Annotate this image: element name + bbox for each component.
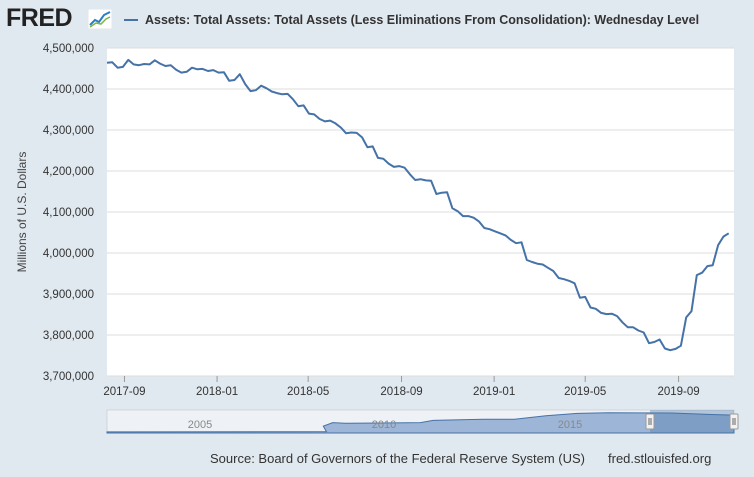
y-tick-label: 4,500,000 [43, 43, 94, 55]
y-axis-label: Millions of U.S. Dollars [15, 152, 29, 273]
x-tick-label: 2018-05 [287, 386, 329, 398]
navigator-label: 2010 [372, 419, 396, 431]
navigator-selection[interactable] [650, 410, 734, 433]
x-tick-label: 2019-01 [473, 386, 515, 398]
range-navigator[interactable]: 2005 2010 2015 [106, 409, 739, 434]
y-tick-label: 4,200,000 [43, 166, 94, 178]
legend-series-label: Assets: Total Assets: Total Assets (Less… [145, 13, 700, 27]
source-url[interactable]: fred.stlouisfed.org [608, 451, 712, 466]
navigator-label: 2005 [188, 419, 212, 431]
series-line[interactable] [106, 58, 730, 352]
chart-legend[interactable]: Assets: Total Assets: Total Assets (Less… [124, 13, 699, 27]
chart-header: FRED Assets: Total Assets: Total Assets … [0, 0, 754, 40]
line-graph-icon [88, 9, 112, 29]
fred-logo[interactable]: FRED [6, 4, 73, 32]
y-tick-label: 3,900,000 [43, 289, 94, 301]
source-note: Source: Board of Governors of the Federa… [210, 451, 585, 466]
navigator-label: 2015 [558, 419, 582, 431]
y-tick-label: 4,400,000 [43, 84, 94, 96]
y-tick-label: 3,700,000 [43, 371, 94, 383]
scroll-handle-icon[interactable] [645, 413, 655, 430]
x-axis-ticks: 2017-09 2018-01 2018-05 2018-09 2019-01 2019-… [103, 376, 700, 398]
x-tick-label: 2019-09 [657, 386, 699, 398]
navigator-area [106, 412, 735, 434]
x-tick-label: 2018-01 [196, 386, 238, 398]
grid-lines [107, 47, 734, 377]
y-tick-label: 3,800,000 [43, 330, 94, 342]
legend-swatch [124, 19, 138, 21]
x-tick-label: 2018-09 [380, 386, 422, 398]
y-tick-label: 4,100,000 [43, 207, 94, 219]
y-tick-label: 4,300,000 [43, 125, 94, 137]
x-tick-label: 2017-09 [103, 386, 145, 398]
y-tick-label: 4,000,000 [43, 248, 94, 260]
scroll-handle-icon[interactable] [729, 413, 739, 430]
x-tick-label: 2019-05 [564, 386, 606, 398]
y-axis-ticks: 3,700,000 3,800,000 3,900,000 4,000,000 4,10… [43, 43, 94, 383]
